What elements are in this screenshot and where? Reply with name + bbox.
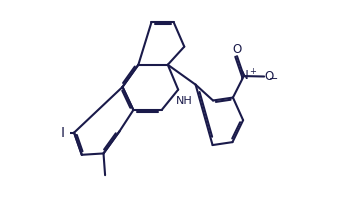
Text: NH: NH — [176, 96, 193, 106]
Text: O: O — [233, 43, 242, 56]
Text: O: O — [264, 70, 273, 82]
Text: I: I — [61, 126, 65, 140]
Text: +: + — [249, 67, 256, 76]
Text: −: − — [269, 74, 278, 84]
Text: N: N — [240, 69, 248, 82]
